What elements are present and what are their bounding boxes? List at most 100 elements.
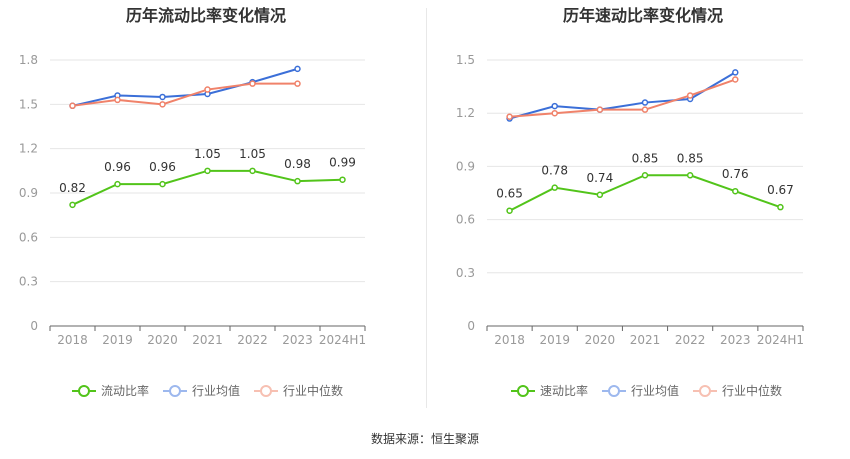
legend-label-industry-median: 行业中位数 [722, 384, 783, 398]
data-point-main [777, 203, 784, 211]
legend-current-ratio: 流动比率 行业均值 行业中位数 [72, 382, 357, 399]
series-line-main [72, 169, 343, 206]
current-ratio-chart: 0 0.3 0.6 0.9 1.2 1.5 1.8 2018 2019 2020 2021 2022 2… [19, 53, 366, 347]
y-tick-label: 0 [467, 319, 475, 333]
y-tick-label: 1.5 [19, 97, 38, 111]
legend-item-industry-average[interactable]: 行业均值 [602, 382, 679, 399]
x-tick-label: 2022 [237, 333, 268, 347]
data-point-main [339, 176, 346, 183]
data-point-median [249, 80, 256, 87]
legend-marker-median-icon [254, 384, 279, 397]
x-tick-label: 2022 [675, 333, 706, 347]
data-point-avg [641, 99, 649, 106]
data-point-median [159, 101, 166, 108]
legend-item-industry-median[interactable]: 行业中位数 [254, 382, 343, 399]
legend-item-current-ratio[interactable]: 流动比率 [72, 382, 149, 399]
y-tick-label: 0 [30, 319, 38, 333]
x-tick-label: 2018 [494, 333, 525, 347]
chart-title-current-ratio: 历年流动比率变化情况 [125, 6, 286, 25]
data-point-main [294, 177, 301, 185]
data-point-median [596, 106, 604, 113]
legend-quick-ratio: 速动比率 行业均值 行业中位数 [511, 382, 796, 399]
data-point-median [641, 106, 649, 113]
data-point-avg [159, 93, 166, 101]
data-point-median [114, 96, 121, 104]
x-tick-label: 2020 [147, 333, 178, 347]
series-line-median [509, 78, 736, 118]
data-point-main [204, 167, 211, 175]
data-label: 0.65 [496, 187, 523, 201]
legend-label-industry-median: 行业中位数 [283, 384, 344, 398]
data-point-avg [732, 69, 739, 76]
data-label: 0.85 [677, 151, 704, 165]
series-line-avg [509, 71, 736, 120]
y-tick-label: 0.6 [19, 230, 38, 244]
data-point-median [204, 86, 211, 93]
data-point-median [294, 80, 301, 87]
y-tick-label: 0.6 [456, 213, 475, 227]
y-tick-label: 0.9 [456, 159, 475, 173]
data-label: 0.82 [59, 181, 86, 195]
data-label: 0.78 [541, 164, 568, 178]
data-point-main [249, 167, 256, 175]
data-point-main [686, 172, 694, 179]
y-tick-label: 0.9 [19, 186, 38, 200]
data-label: 1.05 [239, 147, 266, 161]
y-tick-label: 1.2 [456, 106, 475, 120]
data-label: 0.74 [586, 171, 613, 185]
x-tick-label: 2023 [282, 333, 313, 347]
legend-marker-avg-icon [602, 384, 627, 397]
x-tick-label: 2024H1 [757, 333, 804, 347]
quick-ratio-chart: 0 0.3 0.6 0.9 1.2 1.5 2018 2019 2020 2021 2022 2023… [456, 53, 804, 347]
data-point-median [732, 76, 739, 83]
y-tick-label: 0.3 [456, 266, 475, 280]
x-tick-label: 2021 [192, 333, 223, 347]
data-point-median [506, 113, 513, 120]
data-point-main [506, 207, 513, 214]
data-label: 1.05 [194, 147, 221, 161]
legend-item-industry-median[interactable]: 行业中位数 [693, 382, 782, 399]
data-point-median [686, 92, 694, 99]
legend-marker-main-icon [511, 384, 535, 397]
legend-marker-median-icon [693, 384, 718, 397]
data-point-median [551, 109, 558, 117]
series-line-median [72, 82, 298, 107]
y-tick-label: 1.8 [19, 53, 38, 67]
data-source-note: 数据来源：恒生聚源 [370, 432, 479, 446]
y-tick-label: 0.3 [19, 275, 38, 289]
data-point-main [69, 201, 76, 209]
y-tick-label: 1.5 [456, 53, 475, 67]
data-label: 0.96 [104, 160, 131, 174]
data-point-avg [551, 102, 558, 110]
data-label: 0.96 [149, 160, 176, 174]
data-point-main [114, 180, 121, 188]
x-tick-label: 2019 [539, 333, 570, 347]
x-tick-label: 2020 [585, 333, 616, 347]
data-point-main [641, 172, 649, 179]
data-point-main [596, 191, 604, 199]
legend-label-current-ratio: 流动比率 [101, 384, 150, 398]
legend-marker-avg-icon [163, 384, 188, 397]
legend-label-industry-average: 行业均值 [192, 384, 241, 398]
x-tick-label: 2024H1 [319, 333, 366, 347]
data-label: 0.85 [632, 151, 659, 165]
legend-item-industry-average[interactable]: 行业均值 [163, 382, 240, 399]
chart-title-quick-ratio: 历年速动比率变化情况 [562, 6, 723, 25]
x-tick-label: 2018 [57, 333, 88, 347]
x-tick-label: 2021 [630, 333, 661, 347]
data-label: 0.76 [722, 167, 749, 181]
data-point-main [551, 184, 558, 191]
data-point-main [732, 187, 739, 195]
data-label: 0.98 [284, 157, 311, 171]
legend-label-industry-average: 行业均值 [631, 384, 680, 398]
data-label: 0.67 [767, 183, 794, 197]
data-point-main [159, 180, 166, 188]
data-point-avg [294, 65, 301, 73]
x-tick-label: 2023 [720, 333, 751, 347]
panel-divider [426, 8, 427, 408]
legend-marker-main-icon [72, 384, 96, 397]
legend-item-quick-ratio[interactable]: 速动比率 [511, 382, 588, 399]
data-label: 0.99 [329, 156, 356, 170]
series-line-avg [72, 67, 298, 107]
